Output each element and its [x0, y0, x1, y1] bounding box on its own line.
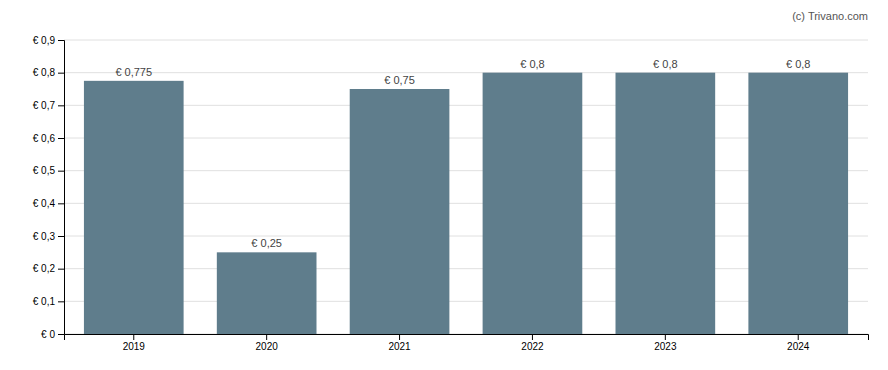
x-tick-mark	[133, 334, 134, 340]
y-tick: € 0,2	[33, 263, 64, 274]
y-tick: € 0,3	[33, 231, 64, 242]
y-tick: € 0,1	[33, 296, 64, 307]
grid-line	[64, 138, 868, 139]
grid-line	[64, 40, 868, 41]
grid-line	[64, 170, 868, 171]
y-tick: € 0,4	[33, 198, 64, 209]
x-tick-label: 2024	[787, 341, 810, 352]
y-tick-label: € 0,4	[33, 198, 56, 209]
grid	[64, 40, 868, 334]
x-tick-mark	[532, 334, 533, 340]
data-label: € 0,75	[384, 74, 415, 86]
y-tick-mark	[58, 334, 64, 335]
y-tick-label: € 0,2	[33, 263, 56, 274]
y-tick-mark	[58, 203, 64, 204]
data-label: € 0,25	[251, 237, 282, 249]
grid-line	[64, 268, 868, 269]
data-labels: € 0,775 € 0,25 € 0,75 € 0,8 € 0,8 € 0,8	[115, 58, 810, 250]
chart: € 0 € 0,1 € 0,2 € 0,3 € 0,4 € 0,5 € 0,6 € 0,7 € …	[0, 0, 888, 370]
x-tick: 2024	[787, 334, 810, 352]
bar	[217, 252, 317, 334]
bar	[350, 89, 450, 334]
y-axis-line	[58, 41, 65, 335]
y-tick-mark	[58, 105, 64, 106]
y-tick-label: € 0,1	[33, 296, 56, 307]
x-axis-line	[65, 335, 869, 341]
x-axis: 2019 2020 2021 2022 2023 2024	[65, 334, 869, 352]
data-label: € 0,8	[786, 58, 810, 70]
data-label: € 0,775	[115, 66, 152, 78]
x-tick: 2020	[256, 334, 279, 352]
bar	[483, 73, 583, 334]
y-tick-label: € 0,3	[33, 231, 56, 242]
y-axis: € 0 € 0,1 € 0,2 € 0,3 € 0,4 € 0,5 € 0,6 € 0,7 € …	[33, 35, 65, 340]
bars	[84, 73, 848, 334]
watermark: (c) Trivano.com	[792, 10, 868, 22]
x-tick: 2019	[123, 334, 146, 352]
y-tick-label: € 0,5	[33, 165, 56, 176]
y-tick: € 0,9	[33, 35, 64, 46]
x-tick-label: 2023	[654, 341, 677, 352]
y-tick: € 0	[41, 329, 64, 340]
x-tick-label: 2022	[521, 341, 544, 352]
x-tick-mark	[399, 334, 400, 340]
bar	[84, 81, 184, 334]
y-tick-mark	[58, 138, 64, 139]
x-tick-mark	[266, 334, 267, 340]
x-tick-label: 2019	[123, 341, 146, 352]
y-tick-label: € 0,6	[33, 133, 56, 144]
y-tick-mark	[58, 40, 64, 41]
x-tick: 2021	[388, 334, 411, 352]
y-tick: € 0,7	[33, 100, 64, 111]
y-tick-mark	[58, 171, 64, 172]
grid-line	[64, 236, 868, 237]
bar	[616, 73, 716, 334]
y-tick-label: € 0	[41, 329, 55, 340]
y-tick: € 0,8	[33, 67, 64, 78]
y-tick-mark	[58, 73, 64, 74]
x-tick-mark	[798, 334, 799, 340]
y-tick-mark	[58, 236, 64, 237]
x-tick-label: 2020	[256, 341, 279, 352]
y-tick-label: € 0,9	[33, 35, 56, 46]
grid-line	[64, 105, 868, 106]
grid-line	[64, 301, 868, 302]
x-tick-mark	[665, 334, 666, 340]
y-tick: € 0,6	[33, 133, 64, 144]
grid-line	[64, 72, 868, 73]
data-label: € 0,8	[653, 58, 677, 70]
plot: € 0 € 0,1 € 0,2 € 0,3 € 0,4 € 0,5 € 0,6 € 0,7 € …	[33, 35, 869, 352]
y-tick-label: € 0,7	[33, 100, 56, 111]
x-tick-label: 2021	[388, 341, 411, 352]
y-tick-label: € 0,8	[33, 67, 56, 78]
y-tick: € 0,5	[33, 165, 64, 176]
x-tick: 2023	[654, 334, 677, 352]
bar	[748, 73, 848, 334]
grid-line	[64, 203, 868, 204]
y-tick-mark	[58, 269, 64, 270]
y-tick-mark	[58, 301, 64, 302]
x-tick: 2022	[521, 334, 544, 352]
data-label: € 0,8	[520, 58, 544, 70]
